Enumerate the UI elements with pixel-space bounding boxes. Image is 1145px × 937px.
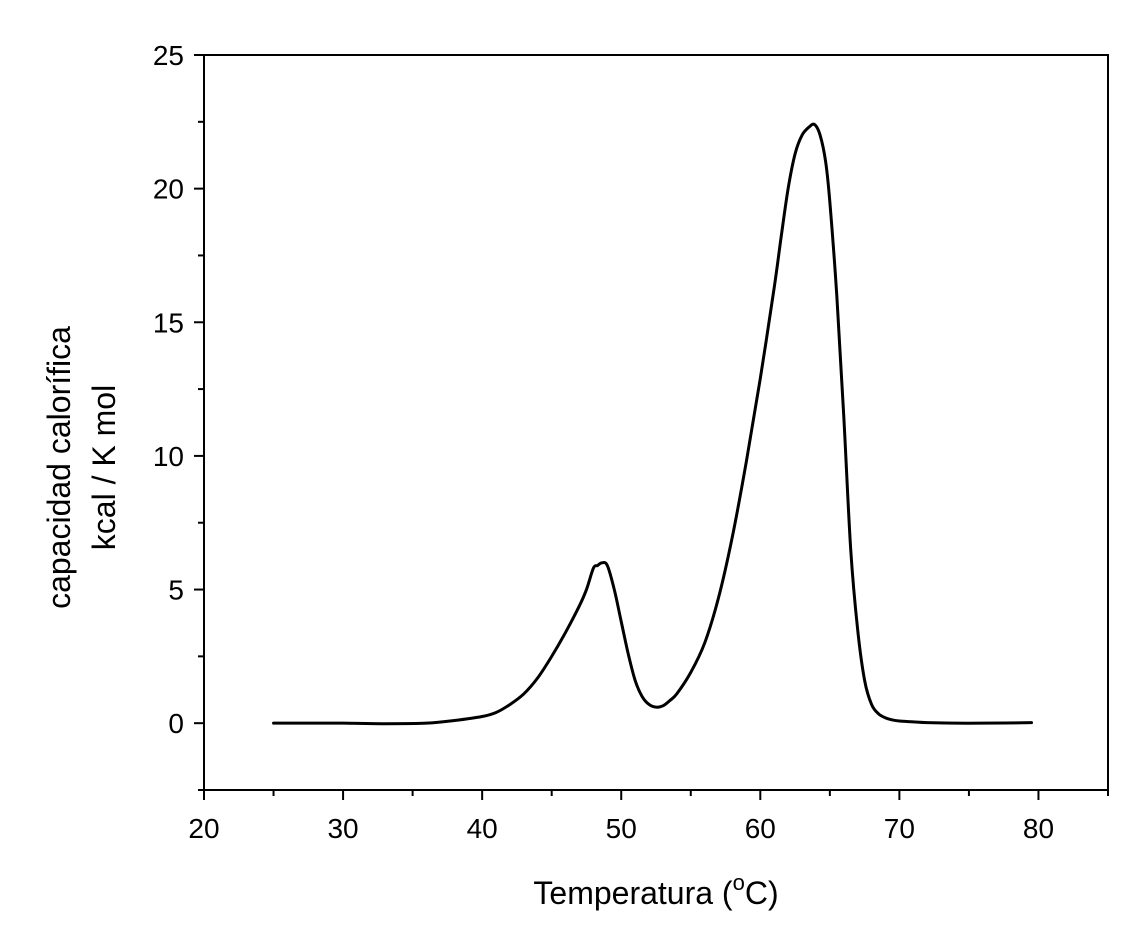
axis-ticks xyxy=(194,54,1109,800)
x-axis-title: Temperatura (oC) xyxy=(533,870,778,911)
x-tick-label: 30 xyxy=(327,813,358,844)
y-tick-label: 0 xyxy=(168,708,184,739)
y-tick-label: 25 xyxy=(153,40,184,71)
x-axis-title-text: Temperatura ( xyxy=(533,875,733,911)
y-axis-title-line2: kcal / K mol xyxy=(86,385,122,550)
y-tick-label: 20 xyxy=(153,174,184,205)
y-tick-label: 10 xyxy=(153,441,184,472)
tick-labels: 20 30 40 50 60 70 80 0 5 10 15 20 25 xyxy=(153,40,1054,844)
y-tick-label: 5 xyxy=(168,575,184,606)
y-tick-label: 15 xyxy=(153,307,184,338)
heat-capacity-line xyxy=(272,122,1034,726)
x-tick-label: 50 xyxy=(606,813,637,844)
x-axis-title-superscript: o xyxy=(733,870,745,895)
x-tick-label: 70 xyxy=(884,813,915,844)
x-tick-label: 20 xyxy=(188,813,219,844)
y-axis-title-line1: capacidad calorífica xyxy=(41,326,77,609)
x-axis-title-unit: C) xyxy=(745,875,779,911)
x-tick-label: 60 xyxy=(745,813,776,844)
y-axis-title: capacidad calorífica kcal / K mol xyxy=(41,326,122,609)
x-tick-label: 40 xyxy=(467,813,498,844)
plot-frame xyxy=(203,54,1109,791)
x-tick-label: 80 xyxy=(1023,813,1054,844)
